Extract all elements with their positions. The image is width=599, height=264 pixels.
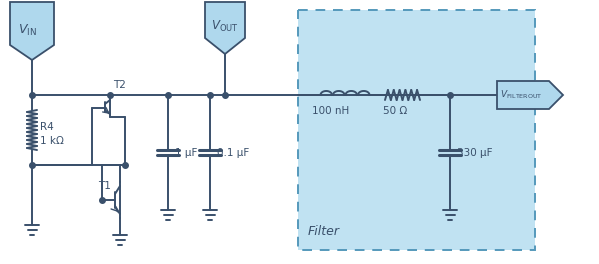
Text: R4: R4 [40, 122, 54, 132]
Text: 1 μF: 1 μF [175, 148, 198, 158]
Polygon shape [205, 2, 245, 54]
Text: $V_{\mathregular{FILTEROUT}}$: $V_{\mathregular{FILTEROUT}}$ [500, 89, 543, 101]
Text: 1 kΩ: 1 kΩ [40, 136, 64, 146]
Text: T2: T2 [113, 80, 126, 90]
Text: $V_{\mathregular{OUT}}$: $V_{\mathregular{OUT}}$ [211, 18, 238, 34]
Text: Filter: Filter [308, 225, 340, 238]
Text: 0.1 μF: 0.1 μF [217, 148, 249, 158]
Text: $V_{\mathregular{IN}}$: $V_{\mathregular{IN}}$ [18, 22, 37, 37]
Polygon shape [298, 10, 535, 250]
Polygon shape [497, 81, 563, 109]
Text: 330 μF: 330 μF [457, 148, 492, 158]
Text: 50 Ω: 50 Ω [383, 106, 407, 116]
Text: 100 nH: 100 nH [312, 106, 349, 116]
Text: T1: T1 [98, 181, 111, 191]
Polygon shape [10, 2, 54, 60]
